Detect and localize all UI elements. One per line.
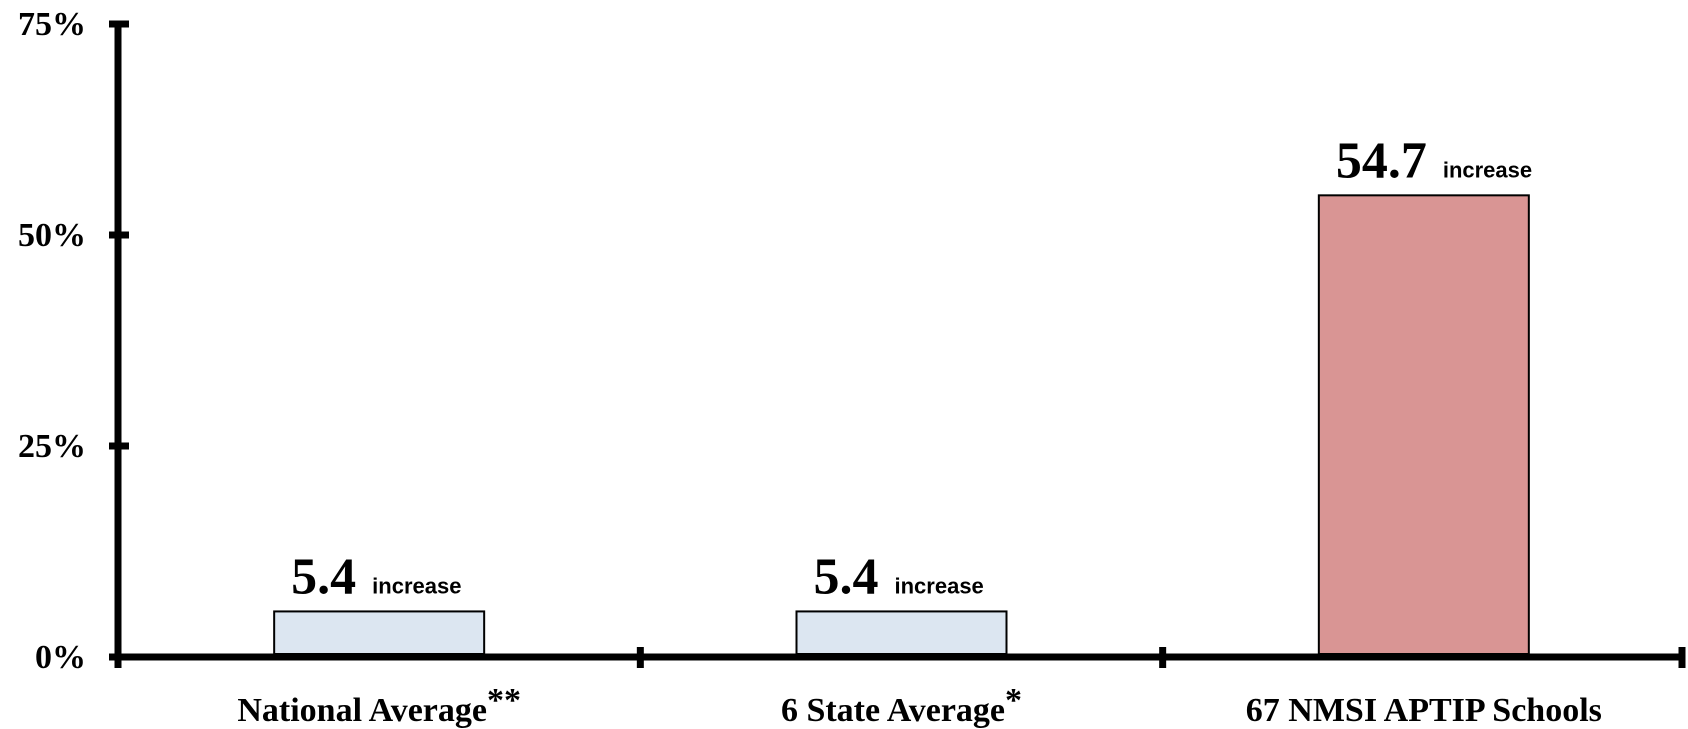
bar-value-number: 5.4 (814, 548, 879, 605)
y-tick-label: 25% (18, 428, 86, 465)
category-labels: National Average** 6 State Average* 67 NMS… (237, 682, 1602, 729)
bar-value-number: 5.4 (291, 548, 356, 605)
category-name: National Average (237, 692, 487, 729)
bar-value-number: 54.7 (1336, 132, 1427, 189)
bar-value-label: 5.4 increase (814, 548, 984, 605)
bar (273, 610, 486, 656)
bar (1317, 194, 1530, 655)
x-axis-ticks (114, 647, 1686, 668)
bar-value-suffix: increase (372, 573, 461, 598)
bar-value-label: 5.4 increase (291, 548, 461, 605)
bar-value-suffix: increase (895, 573, 984, 598)
category-name: 67 NMSI APTIP Schools (1246, 692, 1602, 729)
bar (795, 610, 1008, 656)
category-label: 6 State Average* (781, 682, 1022, 729)
category-name: 6 State Average (781, 692, 1005, 729)
category-label: 67 NMSI APTIP Schools (1246, 692, 1602, 729)
bar-value-suffix: increase (1443, 157, 1532, 182)
bar-value-label: 54.7 increase (1336, 132, 1532, 189)
y-axis-ticks: 0% 25% 50% 75% (18, 6, 129, 676)
bars (273, 194, 1530, 656)
category-footnote-mark: * (1005, 682, 1022, 719)
bar-value-labels: 5.4 increase 5.4 increase 54.7 increase (291, 132, 1532, 605)
category-label: National Average** (237, 682, 521, 729)
category-footnote-mark: ** (487, 682, 521, 719)
y-tick-label: 50% (18, 217, 86, 254)
y-tick-label: 75% (18, 6, 86, 43)
y-tick-label: 0% (35, 639, 86, 676)
